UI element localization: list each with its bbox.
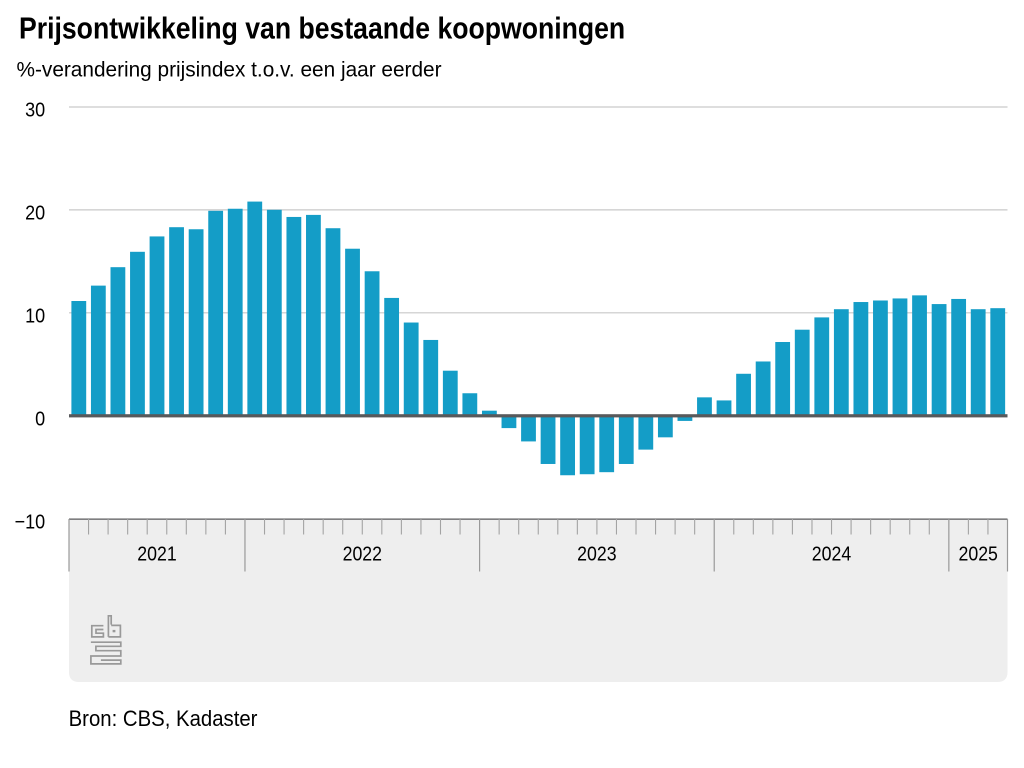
svg-text:2025: 2025 (958, 543, 997, 565)
svg-text:%-verandering prijsindex t.o.v: %-verandering prijsindex t.o.v. een jaar… (17, 58, 442, 81)
svg-text:10: 10 (25, 304, 45, 327)
svg-text:−10: −10 (15, 510, 46, 533)
svg-text:2021: 2021 (137, 543, 176, 565)
svg-text:0: 0 (35, 407, 45, 430)
svg-text:Prijsontwikkeling van bestaand: Prijsontwikkeling van bestaande koopwoni… (19, 12, 625, 46)
svg-text:Bron: CBS, Kadaster: Bron: CBS, Kadaster (69, 707, 258, 731)
svg-text:2023: 2023 (577, 543, 616, 565)
svg-text:2022: 2022 (343, 543, 382, 565)
svg-text:30: 30 (25, 99, 45, 122)
svg-text:20: 20 (25, 202, 45, 225)
svg-text:2024: 2024 (812, 543, 852, 565)
